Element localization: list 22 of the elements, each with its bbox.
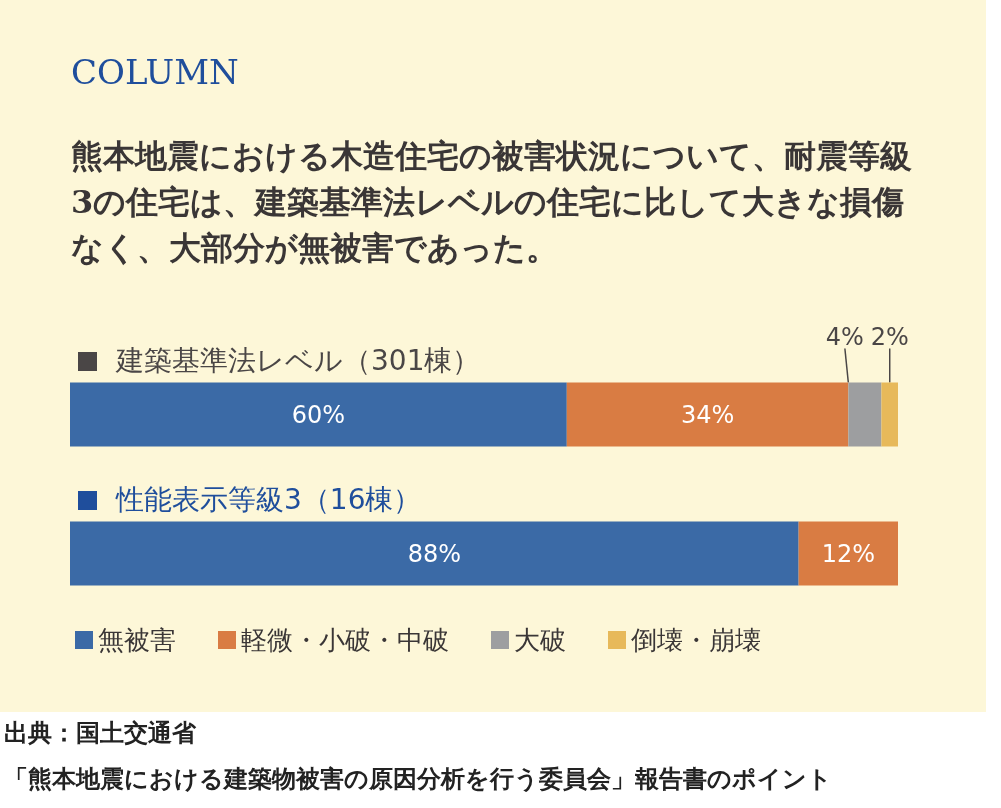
data-label: 12% [821, 539, 875, 568]
data-label: 4% [825, 322, 864, 351]
bar [848, 382, 882, 447]
chart-subtitle: 熊本地震における木造住宅の被害状況について、耐震等級3の住宅は、建築基準法レベルの住宅に比して大きな損傷なく、大部分が無被害であった。 [71, 137, 912, 267]
data-label: 88% [407, 539, 461, 568]
bar [881, 382, 898, 447]
data-label: 60% [291, 400, 346, 429]
data-label: 34% [680, 400, 735, 429]
bar [70, 521, 799, 586]
y-tick-label: 建築基準法レベル（301棟） [115, 344, 481, 377]
legend-label: 大破 [514, 625, 566, 655]
data-label: 2% [870, 322, 909, 351]
legend-label: 無被害 [98, 625, 176, 655]
bar [70, 382, 567, 447]
source-note: 出典：国土交通省 [4, 717, 197, 747]
bar [798, 521, 898, 586]
bar [566, 382, 849, 447]
legend-label: 倒壊・崩壊 [631, 625, 761, 655]
y-tick-label: 性能表示等級3（16棟） [115, 483, 422, 516]
chart-title: COLUMN [71, 52, 239, 92]
text: 「熊本地震における建築物被害の原因分析を行う委員会」報告書のポイント [4, 763, 832, 793]
legend-label: 軽微・小破・中破 [241, 625, 449, 655]
